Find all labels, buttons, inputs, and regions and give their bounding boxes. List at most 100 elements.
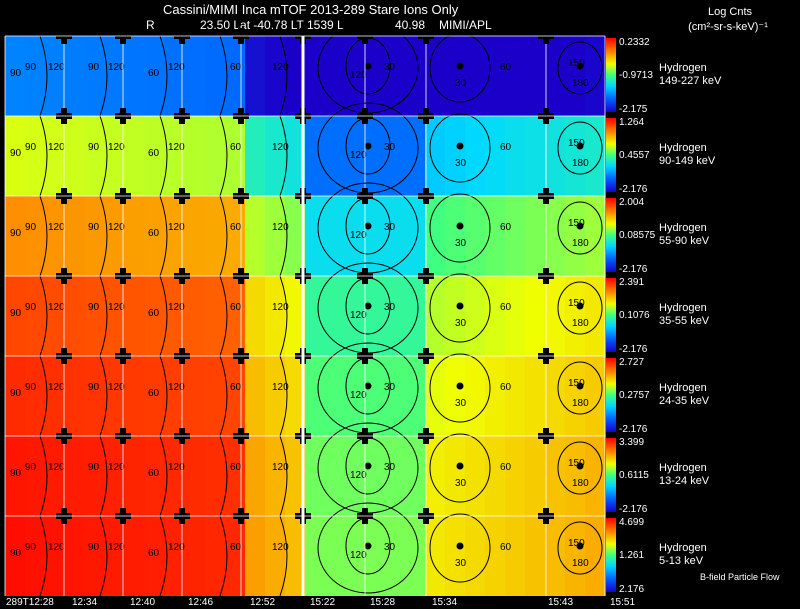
saturn-dot xyxy=(576,302,584,310)
pixel-strip xyxy=(205,276,226,356)
contour-label: 60 xyxy=(500,382,512,393)
pixel-strip xyxy=(25,516,46,596)
pixel-strip xyxy=(85,116,106,196)
pixel-strip xyxy=(25,36,46,116)
contour-label: 150 xyxy=(568,218,585,229)
pixel-strip xyxy=(185,116,206,196)
time-tick-label: 15:51 xyxy=(610,597,636,608)
pixel-strip xyxy=(25,116,46,196)
contour-label: 120 xyxy=(168,382,185,393)
pixel-strip xyxy=(125,356,146,436)
contour-line xyxy=(279,355,288,437)
contour-label: 120 xyxy=(48,462,65,473)
pixel-strip xyxy=(425,276,446,356)
contour-label: 120 xyxy=(108,62,125,73)
pixel-strip xyxy=(165,356,186,436)
pixel-strip xyxy=(305,276,326,356)
contour-label: 90 xyxy=(10,308,22,319)
contour-line xyxy=(279,515,288,597)
pixel-strip xyxy=(65,116,86,196)
contour-line xyxy=(39,435,48,517)
pixel-strip xyxy=(45,36,66,116)
contour-label: 150 xyxy=(568,538,585,549)
contour-line xyxy=(429,193,491,263)
contour-label: 120 xyxy=(108,542,125,553)
pixel-strip xyxy=(525,196,546,276)
contour-label: 60 xyxy=(148,388,160,399)
pixel-strip xyxy=(345,436,366,516)
contour-line xyxy=(279,435,288,517)
contour-label: 60 xyxy=(230,462,242,473)
contour-label: 90 xyxy=(10,148,22,159)
pixel-strip xyxy=(485,516,506,596)
contour-line xyxy=(99,35,108,117)
pixel-strip xyxy=(325,276,346,356)
pixel-strip xyxy=(485,356,506,436)
contour-line xyxy=(99,515,108,597)
pixel-strip xyxy=(585,356,606,436)
saturn-dot xyxy=(456,222,464,230)
pixel-strip xyxy=(425,196,446,276)
pixel-strip xyxy=(565,276,586,356)
contour-label: 90 xyxy=(88,142,100,153)
pixel-strip xyxy=(565,516,586,596)
contour-label: 150 xyxy=(568,378,585,389)
contour-label: 60 xyxy=(148,468,160,479)
contour-label: 90 xyxy=(25,142,37,153)
contour-label: 60 xyxy=(148,308,160,319)
pixel-strip xyxy=(205,516,226,596)
pixel-strip xyxy=(445,36,466,116)
contour-line xyxy=(219,35,228,117)
colorbar-3 xyxy=(606,278,616,352)
pixel-strip xyxy=(445,196,466,276)
pixel-strip xyxy=(305,356,326,436)
contour-label: 90 xyxy=(25,62,37,73)
pixel-strip xyxy=(485,276,506,356)
contour-line xyxy=(219,115,228,197)
colorbar-min-value: -2.176 xyxy=(619,264,648,275)
contour-line xyxy=(429,433,491,503)
pixel-strip xyxy=(5,436,26,516)
pixel-strip xyxy=(485,116,506,196)
pixel-strip xyxy=(5,116,26,196)
contour-line xyxy=(557,201,603,255)
contour-label: 30 xyxy=(384,302,396,313)
contour-label: 150 xyxy=(568,298,585,309)
contour-label: 60 xyxy=(500,222,512,233)
colorbar-max-value: 4.699 xyxy=(619,517,645,528)
contour-line xyxy=(557,441,603,495)
pixel-strip xyxy=(505,116,526,196)
colorbar-max-value: 2.391 xyxy=(619,277,645,288)
contour-label: 180 xyxy=(572,318,589,329)
pixel-strip xyxy=(345,196,366,276)
contour-label: 30 xyxy=(455,238,467,249)
pixel-strip xyxy=(265,196,286,276)
contour-label: 120 xyxy=(272,62,289,73)
pixel-strip xyxy=(545,436,566,516)
contour-label: 60 xyxy=(500,542,512,553)
pixel-strip xyxy=(85,276,106,356)
pixel-strip xyxy=(565,116,586,196)
colorbar-min-value: 2.176 xyxy=(619,584,645,595)
contour-label: 120 xyxy=(168,142,185,153)
pixel-strip xyxy=(565,196,586,276)
contour-label: 60 xyxy=(500,62,512,73)
pixel-strip xyxy=(525,276,546,356)
saturn-dot xyxy=(456,142,464,150)
energy-range-label: 55-90 keV xyxy=(659,235,710,247)
contour-label: 120 xyxy=(272,222,289,233)
contour-label: 120 xyxy=(48,142,65,153)
pixel-strip xyxy=(565,356,586,436)
energy-range-label: 149-227 keV xyxy=(659,75,722,87)
pixel-strip xyxy=(185,36,206,116)
pixel-strip xyxy=(305,436,326,516)
pixel-strip xyxy=(465,196,486,276)
contour-line xyxy=(159,115,168,197)
species-label: Hydrogen xyxy=(659,382,707,394)
colorbar-mid-value: 0.1076 xyxy=(619,310,650,321)
contour-label: 120 xyxy=(108,302,125,313)
pixel-strip xyxy=(185,356,206,436)
pixel-strip xyxy=(525,356,546,436)
